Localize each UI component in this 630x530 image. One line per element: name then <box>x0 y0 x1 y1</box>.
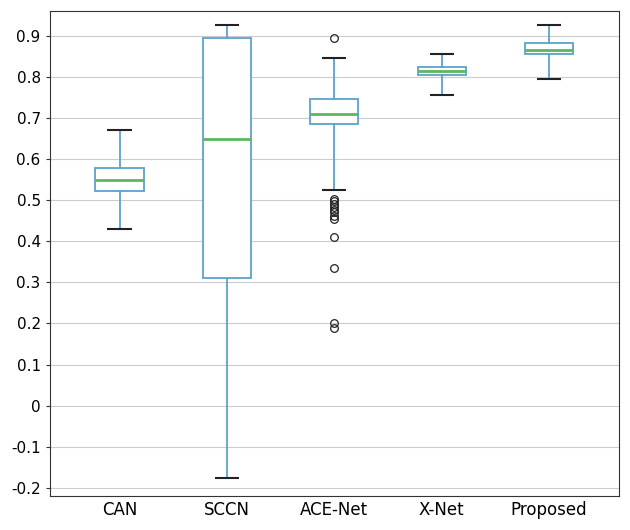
PathPatch shape <box>418 67 466 75</box>
PathPatch shape <box>95 168 144 191</box>
PathPatch shape <box>525 43 573 54</box>
PathPatch shape <box>310 100 358 124</box>
PathPatch shape <box>203 38 251 278</box>
